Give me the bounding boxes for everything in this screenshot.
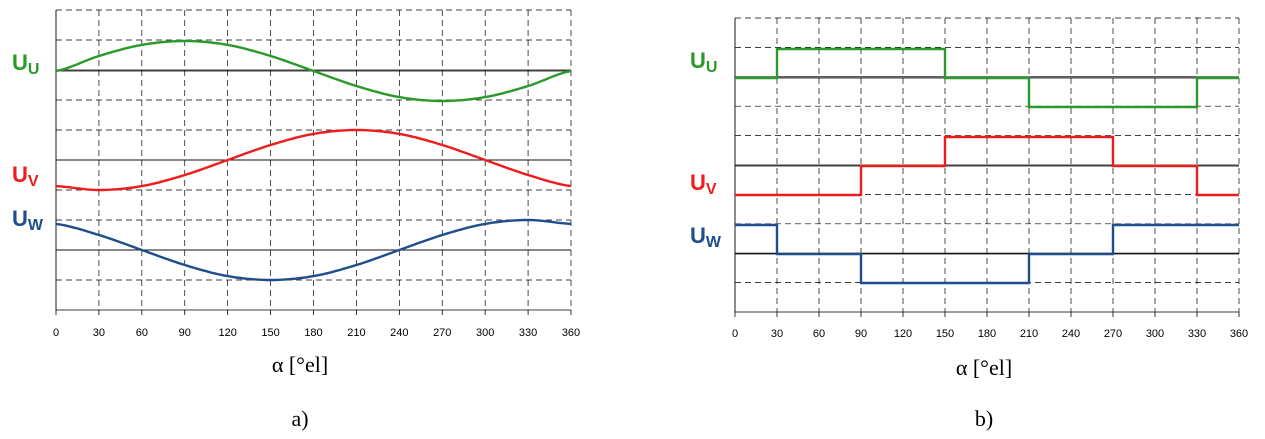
x-axis-label: α [°el]	[272, 352, 328, 377]
x-tick-label: 360	[1230, 328, 1248, 340]
x-tick-label: 0	[53, 327, 59, 339]
x-tick-label: 60	[136, 327, 148, 339]
x-tick-label: 210	[347, 327, 365, 339]
chart-panel-a: 0 30 60 90 120 150 180 210 240 270 300 330 360 α [°el…	[12, 9, 580, 431]
x-tick-label: 30	[771, 328, 783, 340]
series-label-u: UU	[690, 48, 717, 76]
grid	[55, 9, 572, 315]
series-line-v	[55, 128, 572, 192]
x-tick-label: 120	[894, 328, 912, 340]
x-tick-label: 90	[179, 327, 191, 339]
series-label-w: UW	[12, 206, 44, 234]
x-tick-label: 180	[978, 328, 996, 340]
x-tick-label: 60	[813, 328, 825, 340]
x-tick-label: 150	[261, 327, 279, 339]
x-tick-label: 330	[519, 327, 537, 339]
x-tick-label: 120	[218, 327, 236, 339]
series-label-v: UV	[12, 162, 39, 190]
series-label-u: UU	[12, 50, 39, 78]
x-tick-label: 0	[732, 328, 738, 340]
x-tick-label: 150	[936, 328, 954, 340]
x-tick-label: 90	[855, 328, 867, 340]
panel-caption: a)	[291, 406, 308, 431]
x-tick-label: 210	[1020, 328, 1038, 340]
series-line-u	[735, 47, 1239, 109]
x-tick-label: 330	[1188, 328, 1206, 340]
series-line-v	[735, 135, 1239, 197]
x-tick-label: 180	[304, 327, 322, 339]
x-tick-label: 300	[476, 327, 494, 339]
series-label-v: UV	[690, 170, 717, 198]
x-tick-label: 30	[93, 327, 105, 339]
x-tick-label: 360	[562, 327, 580, 339]
series-line-u	[55, 39, 572, 103]
x-axis-label: α [°el]	[956, 355, 1012, 380]
x-tick-label: 300	[1146, 328, 1164, 340]
x-tick-label: 240	[1062, 328, 1080, 340]
panel-caption: b)	[975, 406, 993, 431]
series-label-w: UW	[690, 223, 722, 251]
series-line-w	[55, 218, 572, 282]
x-tick-label: 270	[433, 327, 451, 339]
x-tick-label: 270	[1104, 328, 1122, 340]
grid	[734, 17, 1240, 317]
x-tick-label: 240	[390, 327, 408, 339]
chart-panel-b: 0 30 60 90 120 150 180 210 240 270 300 330 360 α [°el…	[690, 17, 1248, 431]
series-line-w	[735, 223, 1239, 285]
